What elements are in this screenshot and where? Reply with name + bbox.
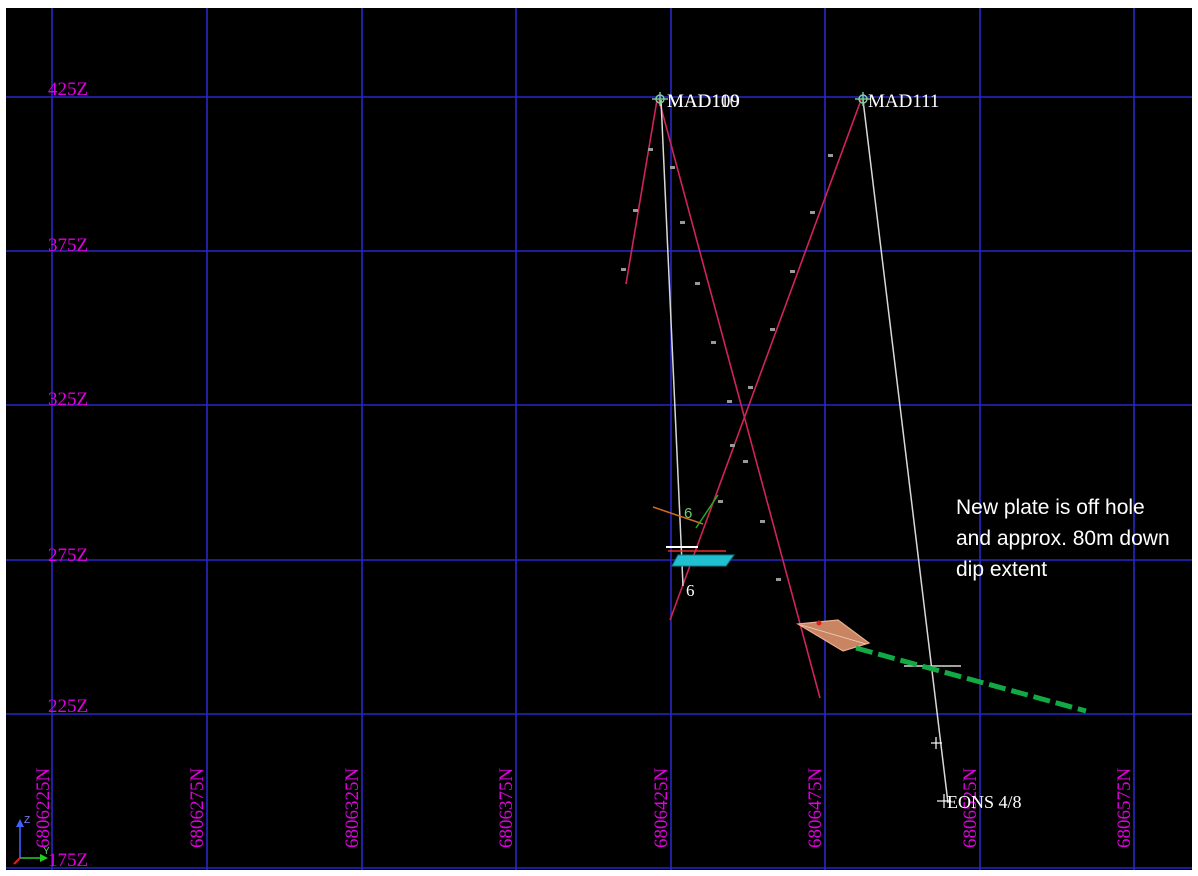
plate-old-shape[interactable] — [671, 554, 735, 567]
plate-new-shape[interactable] — [796, 619, 871, 652]
tick-mark — [633, 209, 638, 212]
tick-mark — [680, 221, 685, 224]
hole-label-mad111[interactable]: MAD111 — [868, 91, 939, 112]
trace-mad109-planned[interactable] — [625, 99, 658, 285]
tick-mark — [670, 166, 675, 169]
tick-mark — [748, 386, 753, 389]
trace-mad110-planned[interactable] — [658, 99, 821, 699]
tick-mark — [760, 520, 765, 523]
tick-mark — [711, 341, 716, 344]
n-label-6806575: 6806575N — [1114, 768, 1135, 849]
trace-mad111-actual[interactable] — [862, 99, 949, 804]
tick-mark — [776, 578, 781, 581]
axis-y-arrow-head — [40, 854, 48, 862]
n-label-6806475: 6806475N — [805, 768, 826, 849]
tick-mark — [727, 400, 732, 403]
n-label-6806325: 6806325N — [342, 768, 363, 849]
plate-new-center-line — [800, 624, 867, 645]
hole-label-mad110[interactable]: MAD110 — [667, 91, 739, 112]
section-canvas[interactable]: 425Z 375Z 325Z 275Z 225Z 175Z 6806225N 6… — [6, 8, 1192, 870]
tick-mark — [790, 270, 795, 273]
axis-x-arrow — [13, 857, 21, 865]
section-viewport[interactable]: 425Z 375Z 325Z 275Z 225Z 175Z 6806225N 6… — [6, 8, 1192, 870]
plate-new[interactable] — [796, 619, 871, 652]
n-label-6806275: 6806275N — [187, 768, 208, 849]
survey-ticks — [621, 148, 833, 581]
tick-mark — [730, 444, 735, 447]
tick-mark — [828, 154, 833, 157]
marker-six-lower: 6 — [686, 581, 695, 600]
z-label-375: 375Z — [48, 235, 88, 256]
grid — [6, 8, 1192, 870]
tick-mark — [648, 148, 653, 151]
interpretation-downdip-line — [855, 645, 1087, 714]
z-label-175: 175Z — [48, 850, 88, 870]
plate-old[interactable]: 6 6 — [652, 494, 735, 600]
hole-label-eons[interactable]: EONS 4/8 — [947, 792, 1022, 812]
tick-mark — [621, 268, 626, 271]
marker-six-upper: 6 — [684, 505, 692, 522]
axes-orientation-icon: Z Y — [13, 815, 50, 865]
tick-mark — [718, 500, 723, 503]
z-label-325: 325Z — [48, 389, 88, 410]
n-label-6806225: 6806225N — [33, 768, 54, 849]
plate-old-green-line — [695, 494, 719, 529]
axis-z-arrow-head — [16, 819, 24, 827]
tick-mark — [743, 460, 748, 463]
z-label-275: 275Z — [48, 545, 88, 566]
trace-mad111-planned[interactable] — [669, 99, 862, 621]
n-label-6806425: 6806425N — [651, 768, 672, 849]
hole-label-mad109[interactable]: MAD109 — [667, 91, 740, 112]
tick-mark — [695, 282, 700, 285]
annotation-note: New plate is off hole and approx. 80m do… — [956, 496, 1170, 581]
axis-z-label: Z — [24, 815, 30, 826]
trace-mad109-actual[interactable] — [660, 99, 684, 587]
plate-new-pivot — [816, 620, 822, 626]
n-label-6806525: 6806525N — [960, 768, 981, 849]
z-label-425: 425Z — [48, 79, 88, 100]
tick-mark — [810, 211, 815, 214]
z-label-225: 225Z — [48, 696, 88, 717]
tick-mark — [770, 328, 775, 331]
n-label-6806375: 6806375N — [496, 768, 517, 849]
plate-old-orange-line — [652, 506, 704, 525]
axis-y-label: Y — [43, 846, 50, 857]
